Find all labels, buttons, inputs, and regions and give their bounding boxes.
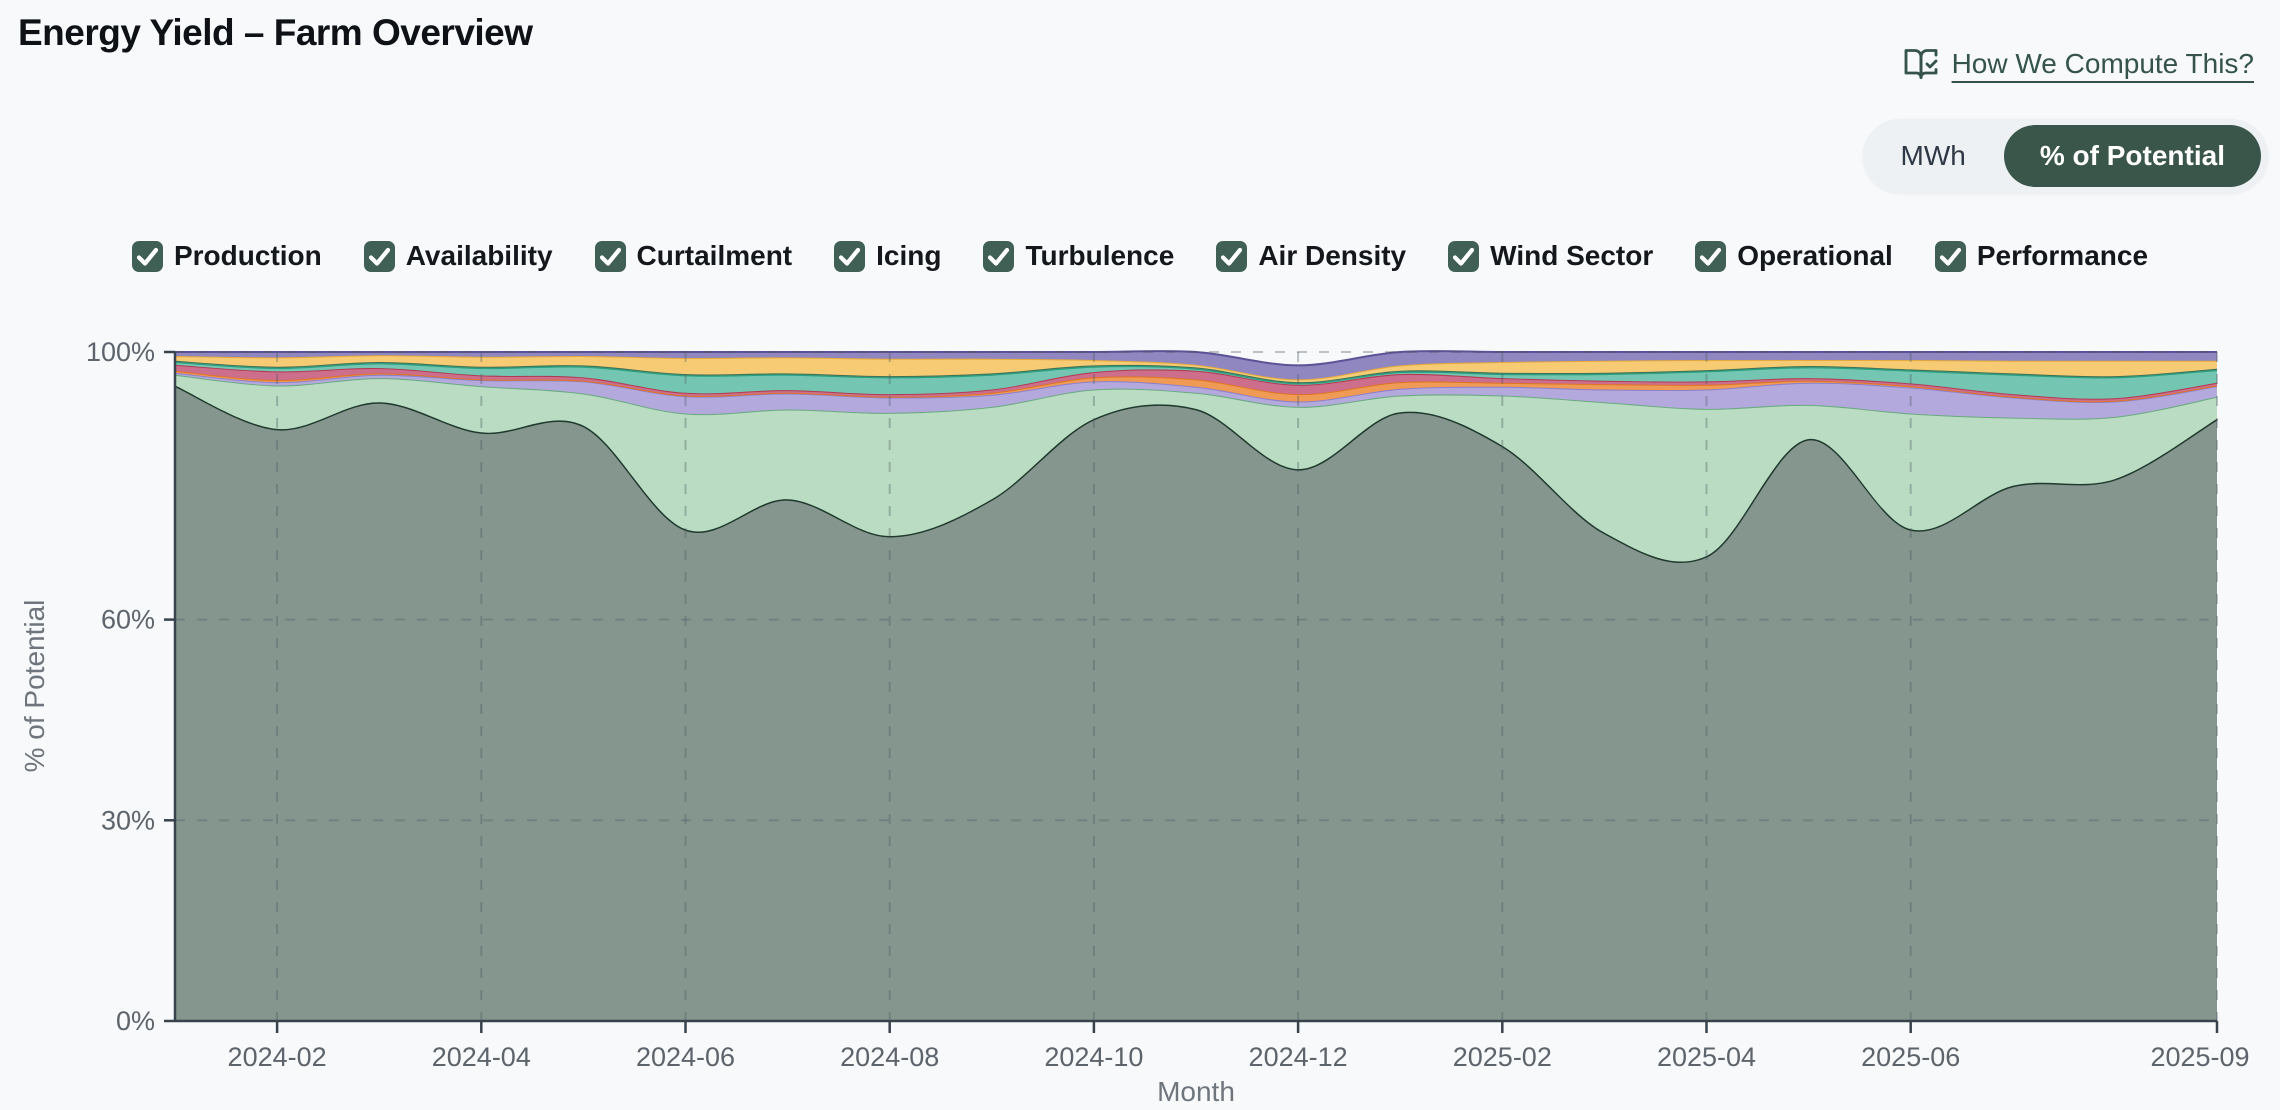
- checkbox-checked[interactable]: [1448, 240, 1480, 272]
- axes: [164, 350, 2219, 1033]
- x-tick-label: 2024-10: [1044, 1042, 1143, 1072]
- x-tick-label: 2024-12: [1249, 1042, 1348, 1072]
- legend-checkbox-turbulence[interactable]: Turbulence: [983, 240, 1174, 272]
- area-air-density: [175, 362, 2217, 399]
- checkbox-checked[interactable]: [594, 240, 626, 272]
- x-tick-label: 2025-02: [1453, 1042, 1552, 1072]
- area-icing: [175, 370, 2217, 403]
- x-tick-label: 2024-06: [636, 1042, 735, 1072]
- legend-label: Operational: [1737, 240, 1893, 271]
- check-icon: [136, 247, 159, 266]
- legend-label: Availability: [405, 240, 553, 271]
- check-icon: [1453, 247, 1475, 266]
- check-icon: [1939, 247, 1961, 266]
- plot-area[interactable]: [175, 352, 2217, 1021]
- how-we-compute-label: How We Compute This?: [1951, 48, 2254, 79]
- legend-label: Curtailment: [636, 240, 793, 271]
- legend-label: Turbulence: [1025, 240, 1175, 271]
- tick-labels: 0% 30% 60% 100% 2024-02 2024-04 2024-06 2024-08…: [86, 337, 2250, 1072]
- checkbox-checked[interactable]: [363, 240, 395, 272]
- legend-checkbox-wind-sector[interactable]: Wind Sector: [1448, 240, 1653, 272]
- x-tick-label: 2025-06: [1861, 1042, 1960, 1072]
- area-performance: [175, 351, 2217, 380]
- check-icon: [599, 247, 621, 266]
- area-production: [175, 385, 2217, 1021]
- how-we-compute-link[interactable]: How We Compute This?: [1903, 46, 2254, 82]
- check-icon: [839, 247, 861, 266]
- edge-performance: [174, 350, 2217, 367]
- legend-checkbox-operational[interactable]: Operational: [1695, 240, 1893, 272]
- checkbox-checked[interactable]: [131, 240, 163, 272]
- area-curtailment: [175, 372, 2217, 419]
- toggle-mwh[interactable]: MWh: [1863, 119, 2004, 193]
- check-icon: [1700, 247, 1722, 266]
- area-availability: [175, 374, 2217, 562]
- y-tick-label: 60%: [101, 605, 155, 635]
- area-operational: [175, 355, 2217, 383]
- checkbox-checked[interactable]: [1695, 240, 1727, 272]
- x-tick-label: 2025-09: [2150, 1042, 2249, 1072]
- checkbox-checked[interactable]: [834, 240, 866, 272]
- legend-checkbox-production[interactable]: Production: [131, 240, 322, 272]
- checkbox-checked[interactable]: [983, 240, 1015, 272]
- x-axis-title: Month: [1157, 1076, 1235, 1107]
- stacked-areas: [174, 350, 2218, 1021]
- x-tick-label: 2024-02: [228, 1042, 327, 1072]
- page-title: Energy Yield – Farm Overview: [18, 12, 533, 53]
- legend-checkbox-air-density[interactable]: Air Density: [1216, 240, 1406, 272]
- gridlines: [175, 351, 2218, 1021]
- x-tick-label: 2025-04: [1657, 1042, 1756, 1072]
- legend-checkbox-curtailment[interactable]: Curtailment: [594, 240, 793, 272]
- y-tick-label: 30%: [101, 805, 155, 835]
- book-open-check-icon: [1903, 46, 1939, 82]
- checkbox-checked[interactable]: [1216, 240, 1248, 272]
- x-tick-label: 2024-08: [840, 1042, 939, 1072]
- legend-label: Air Density: [1258, 240, 1407, 271]
- toggle-percent-of-potential[interactable]: % of Potential: [2003, 125, 2261, 187]
- legend-checkbox-icing[interactable]: Icing: [834, 240, 941, 272]
- legend-label: Performance: [1976, 240, 2149, 271]
- y-axis-title: % of Potential: [19, 600, 50, 773]
- x-tick-label: 2024-04: [432, 1042, 531, 1072]
- y-tick-label: 100%: [86, 337, 155, 367]
- legend-label: Icing: [876, 240, 942, 271]
- checkbox-checked[interactable]: [1934, 240, 1966, 272]
- legend-label: Production: [173, 240, 322, 271]
- check-icon: [1221, 247, 1243, 266]
- y-tick-label: 0%: [116, 1006, 155, 1036]
- legend-checkbox-performance[interactable]: Performance: [1934, 240, 2149, 272]
- check-icon: [368, 247, 390, 266]
- legend-checkbox-availability[interactable]: Availability: [363, 240, 553, 272]
- unit-toggle: MWh % of Potential: [1862, 119, 2268, 193]
- check-icon: [988, 247, 1010, 266]
- legend-label: Wind Sector: [1490, 240, 1654, 271]
- series-checkbox-row: Production Availability Curtailment Icing Tu…: [0, 240, 2280, 272]
